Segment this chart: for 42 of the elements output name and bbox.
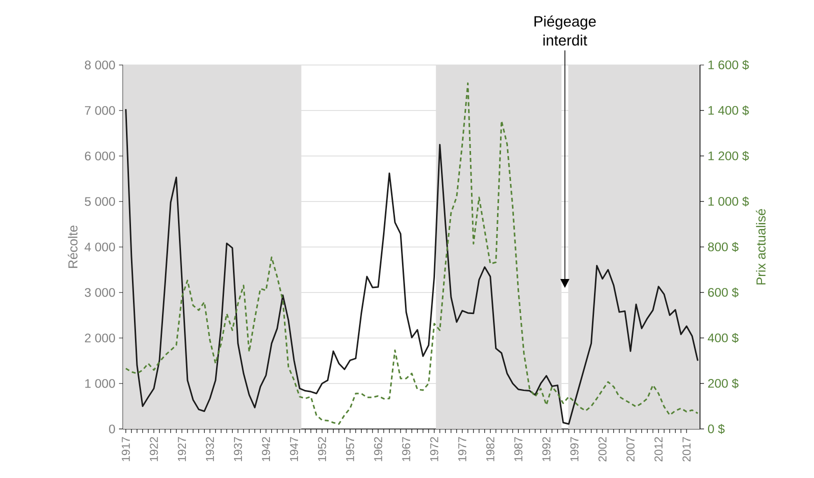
y2-tick-label: 1 200 $ — [708, 150, 749, 162]
x-tick-label: 1972 — [430, 437, 438, 462]
x-tick-label: 2002 — [598, 437, 606, 462]
y-tick-label: 7 000 — [84, 106, 115, 115]
x-tick-label: 2007 — [626, 437, 635, 462]
x-tick-label: 1962 — [374, 437, 382, 462]
x-tick-label: 1917 — [122, 437, 130, 462]
x-tick-label: 1947 — [290, 437, 298, 462]
x-tick-label: 1952 — [318, 437, 326, 462]
x-tick-label: 1997 — [570, 437, 578, 462]
y-tick-label: 1 000 — [85, 379, 115, 388]
y-tick-label: 2 000 — [84, 334, 115, 342]
y2-tick-label: 1 400 $ — [708, 105, 749, 116]
y2-axis-title: Prix actualisé — [756, 209, 766, 284]
y2-tick-label: 400 $ — [708, 332, 738, 344]
y-tick-label: 5 000 — [84, 197, 115, 206]
y-tick-label: 8 000 — [84, 60, 115, 70]
x-tick-label: 1977 — [458, 437, 466, 462]
x-tick-label: 1942 — [262, 437, 270, 462]
y2-tick-label: 800 $ — [708, 242, 738, 252]
x-tick-label: 1927 — [178, 437, 186, 462]
x-tick-label: 1932 — [206, 437, 214, 462]
y2-tick-label: 0 $ — [708, 424, 725, 434]
x-tick-label: 1992 — [542, 437, 550, 462]
y2-tick-label: 1 600 $ — [708, 60, 749, 70]
y2-tick-label: 600 $ — [708, 287, 738, 298]
y2-tick-label: 200 $ — [708, 378, 738, 389]
x-tick-label: 1987 — [514, 437, 522, 462]
y2-tick-label: 1 000 $ — [708, 196, 749, 207]
x-tick-label: 1922 — [150, 437, 158, 462]
y-tick-label: 3 000 — [84, 288, 115, 297]
x-tick-label: 2017 — [682, 437, 691, 462]
y-axis-title: Récolte — [68, 226, 78, 268]
x-tick-label: 1937 — [234, 437, 242, 462]
y-tick-label: 6 000 — [84, 152, 115, 160]
x-tick-label: 1982 — [486, 437, 494, 462]
x-tick-label: 2012 — [654, 437, 663, 462]
x-tick-label: 1957 — [346, 437, 354, 462]
y-tick-label: 0 — [109, 424, 115, 434]
x-tick-label: 1967 — [402, 437, 410, 462]
annotation: Piégeage interdit — [534, 16, 596, 46]
y-tick-label: 4 000 — [84, 242, 115, 252]
